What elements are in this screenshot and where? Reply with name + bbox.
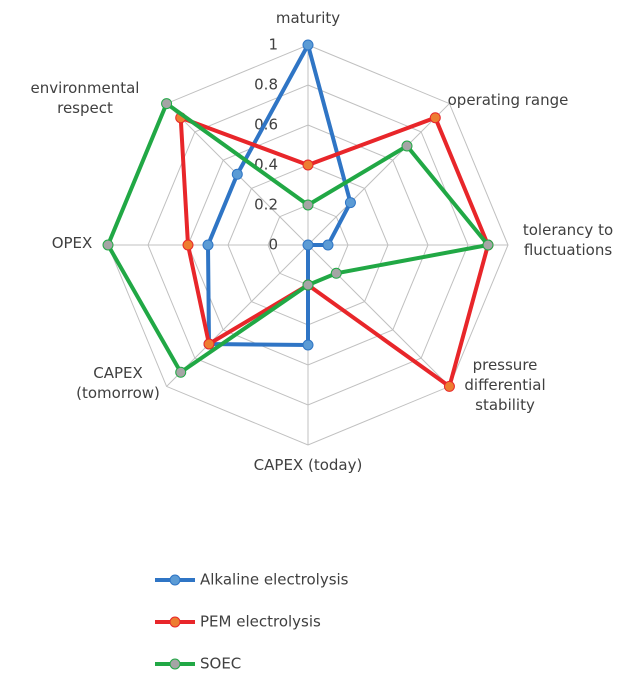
marker bbox=[302, 279, 314, 291]
category-label: CAPEX (today) bbox=[253, 456, 363, 474]
spoke bbox=[307, 244, 450, 387]
category-label: environmental respect bbox=[30, 79, 140, 117]
y-tick-label: 0.8 bbox=[254, 76, 278, 94]
category-label: CAPEX (tomorrow) bbox=[76, 364, 160, 402]
legend-label: SOEC bbox=[200, 655, 241, 673]
marker bbox=[302, 339, 314, 351]
marker bbox=[302, 239, 314, 251]
series-line bbox=[105, 100, 492, 376]
category-label: pressure differential stability bbox=[464, 356, 546, 414]
marker bbox=[203, 338, 215, 350]
marker bbox=[429, 112, 441, 124]
category-label: tolerancy to fluctuations bbox=[522, 221, 614, 259]
marker bbox=[231, 168, 243, 180]
marker bbox=[202, 239, 214, 251]
marker bbox=[344, 197, 356, 209]
y-tick-label: 0 bbox=[268, 236, 278, 254]
legend-label: Alkaline electrolysis bbox=[200, 571, 349, 589]
category-label: maturity bbox=[275, 9, 341, 27]
marker bbox=[322, 239, 334, 251]
marker bbox=[182, 239, 194, 251]
spoke bbox=[307, 103, 450, 246]
legend-marker bbox=[169, 616, 181, 628]
marker bbox=[302, 39, 314, 51]
marker bbox=[161, 98, 173, 110]
marker bbox=[302, 199, 314, 211]
marker bbox=[302, 159, 314, 171]
category-label: operating range bbox=[447, 91, 569, 109]
marker bbox=[443, 380, 455, 392]
marker bbox=[482, 239, 494, 251]
y-tick-label: 0.2 bbox=[254, 196, 278, 214]
marker bbox=[330, 267, 342, 279]
legend-marker bbox=[169, 658, 181, 670]
marker bbox=[401, 140, 413, 152]
marker bbox=[102, 239, 114, 251]
category-label: OPEX bbox=[51, 234, 93, 252]
legend-label: PEM electrolysis bbox=[200, 613, 321, 631]
spoke bbox=[166, 244, 309, 387]
y-tick-label: 1 bbox=[268, 36, 278, 54]
marker bbox=[175, 366, 187, 378]
legend-marker bbox=[169, 574, 181, 586]
